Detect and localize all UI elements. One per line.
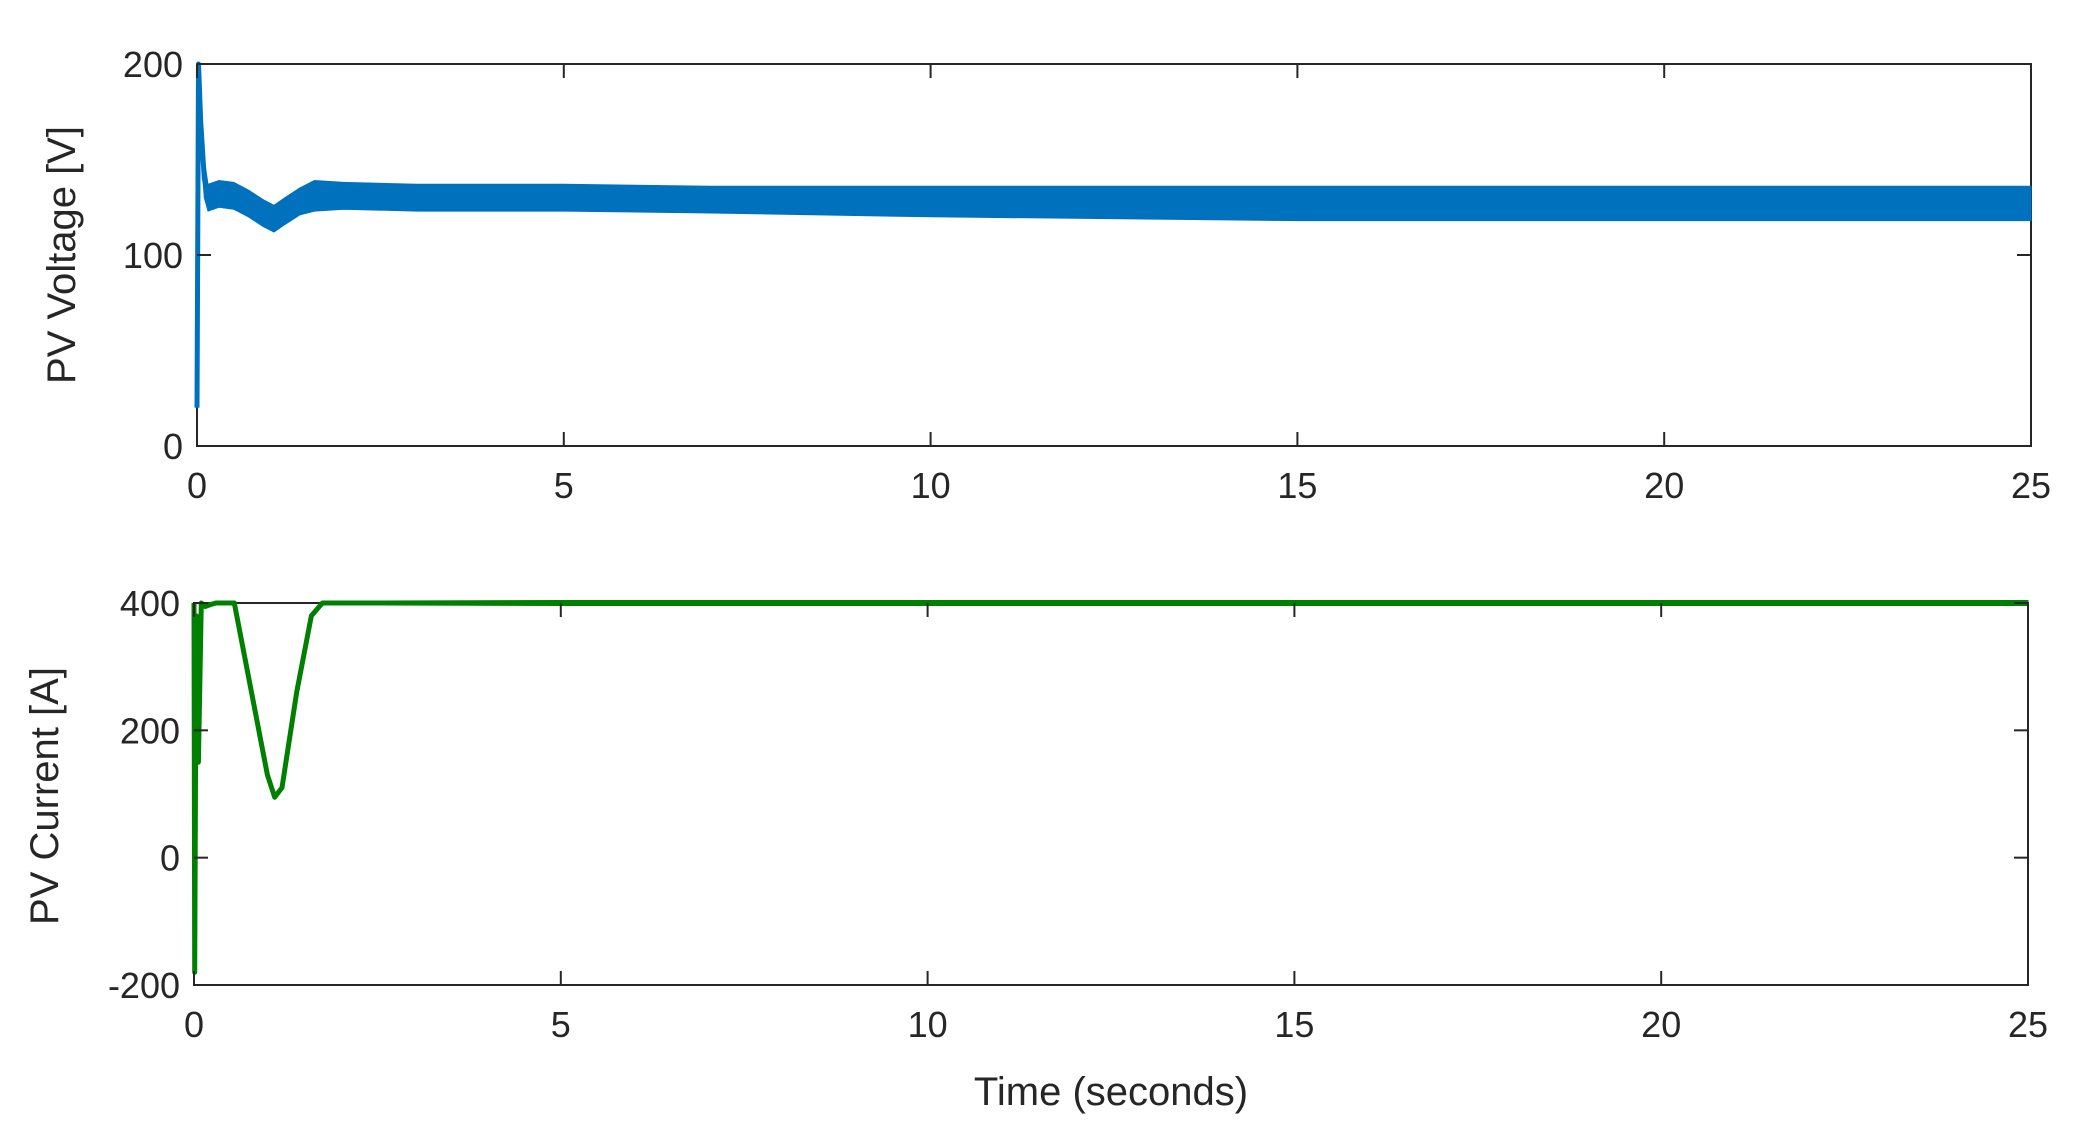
voltage-oscillation-band [196, 63, 2032, 408]
current-x-tick-label: 20 [1641, 1004, 1681, 1045]
voltage-x-tick-label: 5 [554, 465, 574, 506]
current-ylabel: PV Current [A] [23, 667, 67, 925]
voltage-band [196, 63, 2032, 408]
current-series [191, 600, 2028, 975]
current-y-tick-label: 200 [120, 710, 180, 751]
voltage-ylabel: PV Voltage [V] [40, 126, 84, 384]
current-band [193, 600, 2029, 973]
current-plot-frame [193, 602, 2029, 986]
current-x-tick-label: 25 [2008, 1004, 2048, 1045]
current-y-tick-label: 400 [120, 583, 180, 624]
voltage-y-ticks: 0 100 200 [123, 44, 2031, 467]
current-x-tick-label: 15 [1274, 1004, 1314, 1045]
current-y-ticks: -200 0 200 400 [108, 583, 2028, 1006]
voltage-y-tick-label: 100 [123, 235, 183, 276]
voltage-x-tick-label: 15 [1277, 465, 1317, 506]
current-xlabel: Time (seconds) [974, 1070, 1248, 1114]
voltage-plot-frame [196, 63, 2032, 447]
current-x-tick-label: 5 [551, 1004, 571, 1045]
current-x-ticks: 0 5 10 15 20 25 [184, 603, 2048, 1045]
voltage-x-tick-label: 0 [187, 465, 207, 506]
current-line [191, 600, 2028, 975]
voltage-series [194, 61, 2031, 408]
current-x-tick-label: 10 [908, 1004, 948, 1045]
current-y-tick-label: 0 [160, 838, 180, 879]
current-x-tick-label: 0 [184, 1004, 204, 1045]
voltage-x-tick-label: 10 [911, 465, 951, 506]
voltage-y-tick-label: 0 [163, 426, 183, 467]
voltage-y-tick-label: 200 [123, 44, 183, 85]
voltage-x-ticks: 0 5 10 15 20 25 [187, 64, 2051, 506]
voltage-x-tick-label: 25 [2011, 465, 2051, 506]
voltage-x-tick-label: 20 [1644, 465, 1684, 506]
current-y-tick-label: -200 [108, 965, 180, 1006]
voltage-panel: 0 5 10 15 20 25 0 100 200 PV Voltage [V] [40, 44, 2051, 506]
current-oscillation-band [193, 600, 2029, 973]
voltage-line [194, 61, 2031, 408]
